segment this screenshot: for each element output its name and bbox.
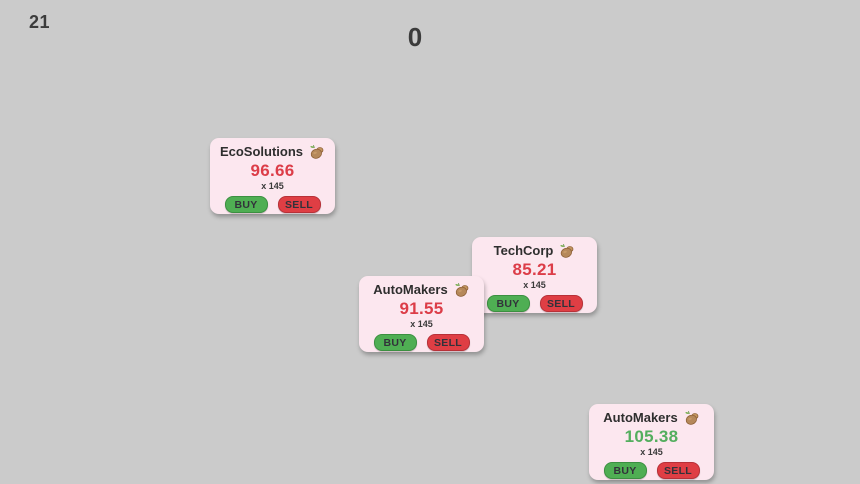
stock-name: TechCorp [493, 243, 554, 258]
stock-card-header: AutoMakers [373, 282, 469, 298]
buy-button[interactable]: BUY [373, 334, 417, 351]
counter-left: 21 [29, 12, 51, 32]
ginger-root-icon [559, 243, 575, 259]
stock-card-header: EcoSolutions [220, 144, 325, 160]
buy-button[interactable]: BUY [224, 196, 268, 213]
stock-name: AutoMakers [373, 282, 448, 297]
ginger-root-icon [309, 144, 325, 160]
counter-center: 0 [407, 22, 423, 52]
stock-quantity: x 145 [261, 181, 284, 191]
buy-button[interactable]: BUY [603, 462, 647, 479]
buy-button[interactable]: BUY [486, 295, 530, 312]
stock-card: AutoMakers 91.55 x 145 BUY SELL [359, 276, 484, 352]
stock-card: AutoMakers 105.38 x 145 BUY SELL [589, 404, 714, 480]
stock-price: 91.55 [399, 299, 444, 318]
stock-card-header: AutoMakers [603, 410, 699, 426]
stock-price: 105.38 [624, 427, 679, 446]
ginger-root-icon [684, 410, 700, 426]
ginger-root-icon [454, 282, 470, 298]
stock-name: EcoSolutions [219, 144, 304, 159]
stock-card: TechCorp 85.21 x 145 BUY SELL [472, 237, 597, 313]
stock-card: EcoSolutions 96.66 x 145 BUY SELL [210, 138, 335, 214]
stock-quantity: x 145 [410, 319, 433, 329]
stock-price: 96.66 [250, 161, 295, 180]
stock-quantity: x 145 [640, 447, 663, 457]
stock-price: 85.21 [512, 260, 557, 279]
sell-button[interactable]: SELL [426, 334, 470, 351]
sell-button[interactable]: SELL [277, 196, 321, 213]
sell-button[interactable]: SELL [656, 462, 700, 479]
stock-quantity: x 145 [523, 280, 546, 290]
stock-name: AutoMakers [603, 410, 678, 425]
sell-button[interactable]: SELL [539, 295, 583, 312]
stock-card-header: TechCorp [494, 243, 576, 259]
